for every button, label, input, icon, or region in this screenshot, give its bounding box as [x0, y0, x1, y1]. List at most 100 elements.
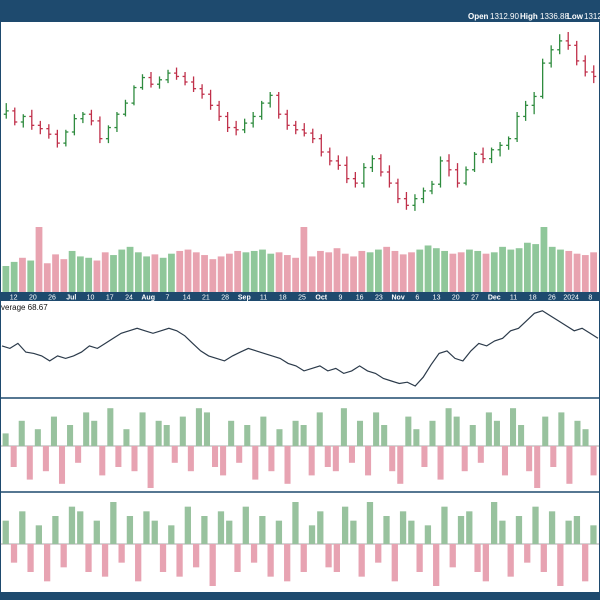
ohlc-bar — [122, 99, 128, 117]
histogram-bar — [490, 502, 498, 544]
volume-bar — [408, 252, 415, 292]
histogram-bar — [27, 544, 34, 572]
volume-bar — [159, 257, 167, 292]
histogram-bar — [375, 544, 382, 563]
histogram-bar — [300, 425, 307, 446]
ohlc-bar — [191, 76, 197, 92]
volume-bar — [176, 250, 184, 292]
histogram-bar — [532, 506, 539, 544]
volume-bar — [217, 256, 225, 292]
volume-bar — [341, 253, 349, 292]
histogram-bar — [276, 429, 283, 446]
volume-bar — [267, 253, 275, 292]
ohlc-bar — [472, 152, 478, 172]
date-axis: 12 20 26 Jul 10 17 24 Aug 7 14 21 28 Sep 11 18 25 Oct 9 16… — [10, 295, 593, 302]
ohlc-bar — [420, 187, 426, 204]
histogram-bar — [10, 544, 18, 563]
histogram-bar — [259, 516, 266, 544]
histogram-bar — [574, 420, 581, 446]
histogram-bar — [453, 416, 460, 446]
ma-label: verage 68.67 — [1, 303, 48, 312]
histogram-bar — [429, 420, 436, 446]
ohlc-bar — [88, 109, 94, 126]
ohlc-bar — [182, 72, 188, 86]
ohlc-bar — [267, 92, 273, 108]
ohlc-bar — [301, 123, 307, 137]
ohlc-bar — [242, 118, 248, 134]
volume-bar — [466, 249, 473, 292]
histogram-bar — [399, 511, 407, 544]
histogram-bar — [60, 544, 67, 568]
histogram-bar — [77, 511, 84, 544]
histogram-bar — [397, 446, 404, 484]
volume-bar — [399, 254, 407, 292]
ohlc-bar — [80, 112, 86, 124]
date-tick-label: 23 — [375, 295, 383, 302]
high-value: 1336.88 — [540, 12, 569, 21]
histogram-bar — [242, 506, 249, 544]
volume-bar — [209, 259, 217, 292]
ohlc-bar — [199, 84, 205, 99]
volume-bar — [168, 253, 175, 292]
ohlc-bar — [293, 120, 299, 135]
date-tick-label: 26 — [548, 295, 556, 302]
histogram-bar — [333, 544, 340, 572]
date-tick-label: 11 — [260, 295, 267, 302]
ohlc-bar — [361, 163, 367, 188]
volume-bar — [85, 257, 93, 292]
histogram-bar — [201, 516, 208, 544]
histogram-bar — [168, 525, 175, 544]
ohlc-bar — [455, 163, 461, 188]
histogram-bar — [34, 429, 41, 446]
histogram-bar — [179, 416, 186, 446]
histogram-bar — [582, 544, 589, 582]
histogram-bar — [217, 511, 225, 544]
histogram-bar — [590, 525, 597, 544]
date-tick-label: Dec — [488, 295, 501, 302]
histogram-bar — [43, 544, 51, 582]
histogram-bar — [35, 525, 42, 544]
volume-bar — [565, 250, 573, 292]
histogram-bar — [316, 412, 323, 446]
histogram-bar — [163, 425, 170, 446]
histogram-bar — [510, 408, 517, 446]
histogram-bar — [449, 544, 456, 568]
histogram-bar — [220, 446, 227, 476]
histogram-bar — [391, 544, 398, 582]
volume-bar — [532, 244, 540, 292]
volume-bar — [101, 252, 109, 292]
date-tick-label: 20 — [29, 295, 37, 302]
volume-bar — [333, 248, 341, 292]
date-tick-label: 21 — [202, 295, 210, 302]
histogram-bar — [234, 544, 241, 572]
histogram-bar — [135, 544, 142, 582]
histogram-bar — [457, 516, 465, 544]
volume-bar — [242, 252, 250, 292]
date-tick-label: Oct — [315, 295, 327, 302]
ohlc-bar — [344, 156, 350, 184]
histogram-bar — [565, 520, 572, 544]
histogram-bar — [424, 525, 432, 544]
histogram-bar — [184, 506, 191, 544]
volume-bar — [93, 260, 101, 292]
ohlc-bar — [208, 89, 214, 110]
ohlc-bar — [310, 128, 316, 144]
ohlc-bar — [233, 120, 239, 136]
histogram-bar — [308, 446, 315, 476]
histogram-bar — [416, 544, 423, 572]
volume-bar — [416, 249, 424, 292]
histogram-bar — [155, 420, 162, 446]
histogram-bar — [99, 446, 106, 476]
histogram-bar — [292, 502, 299, 544]
histogram-bar — [171, 446, 178, 463]
volume-bar — [10, 261, 18, 292]
ohlc-bar — [565, 32, 571, 50]
ohlc-bar — [574, 40, 580, 66]
histogram-bar — [147, 446, 154, 488]
volume-bar — [27, 260, 35, 292]
histogram-bar — [474, 544, 481, 572]
volume-bar — [143, 256, 150, 292]
ohlc-bar — [531, 92, 537, 115]
ohlc-bar — [276, 92, 282, 119]
histogram-bar — [107, 408, 114, 446]
